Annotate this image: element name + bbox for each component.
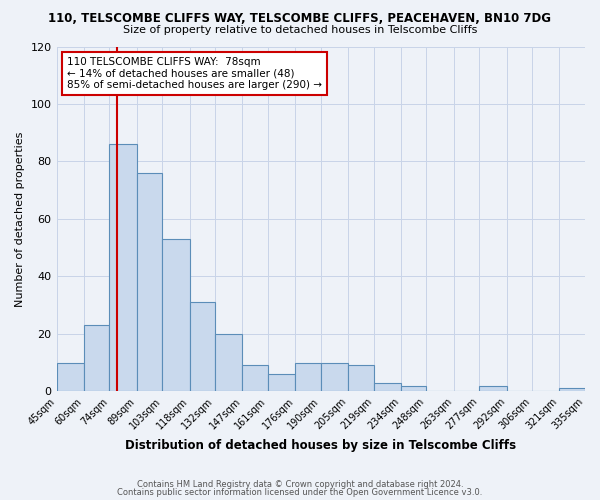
Text: Size of property relative to detached houses in Telscombe Cliffs: Size of property relative to detached ho…	[123, 25, 477, 35]
Bar	[56, 362, 84, 392]
Bar	[268, 374, 295, 392]
Bar	[109, 144, 137, 392]
Bar	[348, 366, 374, 392]
Bar	[162, 239, 190, 392]
X-axis label: Distribution of detached houses by size in Telscombe Cliffs: Distribution of detached houses by size …	[125, 440, 517, 452]
Bar	[374, 382, 401, 392]
Text: Contains public sector information licensed under the Open Government Licence v3: Contains public sector information licen…	[118, 488, 482, 497]
Text: 110, TELSCOMBE CLIFFS WAY, TELSCOMBE CLIFFS, PEACEHAVEN, BN10 7DG: 110, TELSCOMBE CLIFFS WAY, TELSCOMBE CLI…	[49, 12, 551, 26]
Bar	[137, 173, 162, 392]
Text: Contains HM Land Registry data © Crown copyright and database right 2024.: Contains HM Land Registry data © Crown c…	[137, 480, 463, 489]
Bar	[215, 334, 242, 392]
Bar	[321, 362, 348, 392]
Bar	[479, 386, 506, 392]
Bar	[401, 386, 427, 392]
Text: 110 TELSCOMBE CLIFFS WAY:  78sqm
← 14% of detached houses are smaller (48)
85% o: 110 TELSCOMBE CLIFFS WAY: 78sqm ← 14% of…	[67, 57, 322, 90]
Bar	[190, 302, 215, 392]
Bar	[295, 362, 321, 392]
Bar	[559, 388, 585, 392]
Bar	[84, 325, 109, 392]
Y-axis label: Number of detached properties: Number of detached properties	[15, 131, 25, 306]
Bar	[242, 366, 268, 392]
